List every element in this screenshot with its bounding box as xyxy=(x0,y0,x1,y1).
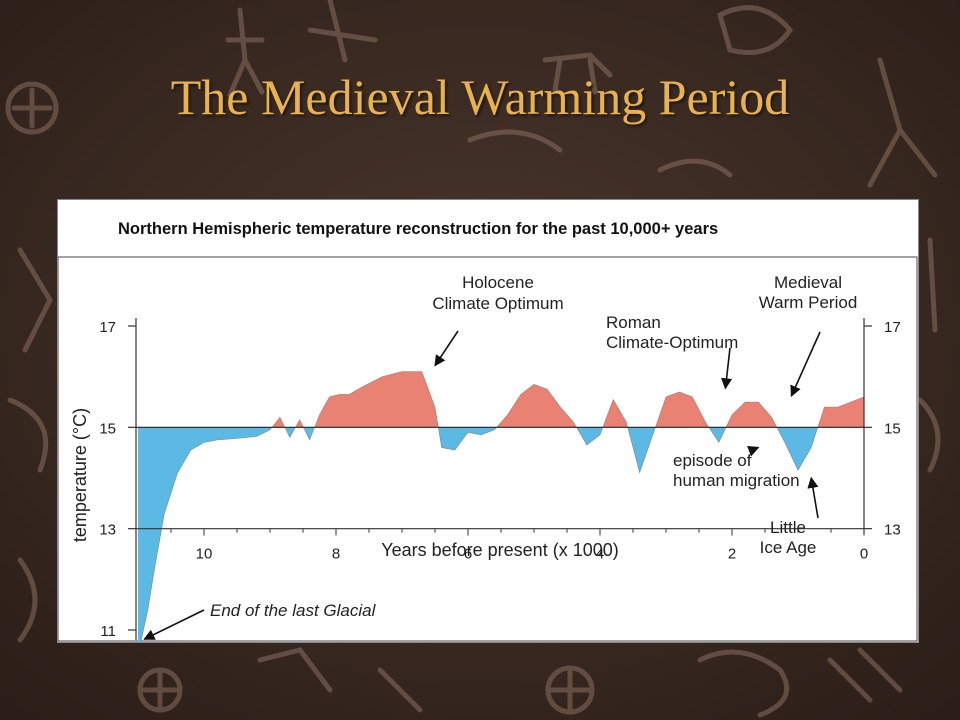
annotation: End of the last Glacial xyxy=(143,601,377,640)
plot-frame xyxy=(58,256,918,642)
slide-title: The Medieval Warming Period xyxy=(170,69,790,125)
annotation-arrow xyxy=(807,476,819,519)
left-y-tick-label: 11 xyxy=(100,623,116,640)
y-axis-label: temperature (°C) xyxy=(70,408,90,542)
annotation-label: episode of xyxy=(673,451,752,470)
annotation-arrow xyxy=(746,445,760,457)
right-y-tick-label: 13 xyxy=(884,522,901,539)
left-y-tick-label: 15 xyxy=(99,420,116,437)
x-tick-label: 4 xyxy=(596,546,604,563)
annotation-label: End of the last Glacial xyxy=(210,601,377,620)
right-y-tick-label: 17 xyxy=(884,319,901,336)
temperature-chart: 17 15 13 11 17 15 13 10 8 6 4 2 0 Years before prese… xyxy=(58,256,918,642)
annotation-label: Holocene xyxy=(462,273,534,292)
x-tick-label: 6 xyxy=(464,546,472,563)
annotation-label: Little xyxy=(770,518,806,537)
left-y-tick-label: 13 xyxy=(99,522,116,539)
x-tick-label: 8 xyxy=(332,546,340,563)
annotation-arrow xyxy=(720,347,733,390)
x-tick-label: 10 xyxy=(196,546,213,563)
right-y-tick-label: 15 xyxy=(884,420,901,437)
annotation: Holocene Climate Optimum xyxy=(432,273,564,367)
annotation-arrow xyxy=(790,331,821,398)
x-axis-label: Years before present (x 1000) xyxy=(381,540,618,560)
chart-figure: Northern Hemispheric temperature reconst… xyxy=(57,199,919,643)
x-tick-label: 2 xyxy=(728,546,736,563)
x-tick-label: 0 xyxy=(860,546,868,563)
temperature-series-line xyxy=(140,371,865,642)
annotation-arrow xyxy=(143,609,205,640)
annotation-arrow xyxy=(434,330,459,367)
annotation-label: human migration xyxy=(673,471,800,490)
left-y-tick-label: 17 xyxy=(99,319,116,336)
annotation-label: Warm Period xyxy=(759,293,858,312)
warm-anomaly-area xyxy=(138,371,864,428)
annotation-label: Climate-Optimum xyxy=(606,333,738,352)
annotation-label: Climate Optimum xyxy=(432,294,563,313)
chart-title: Northern Hemispheric temperature reconst… xyxy=(118,220,719,238)
annotation-label: Medieval xyxy=(774,273,842,292)
annotation-label: Roman xyxy=(606,313,661,332)
annotation-label: Ice Age xyxy=(760,538,817,557)
